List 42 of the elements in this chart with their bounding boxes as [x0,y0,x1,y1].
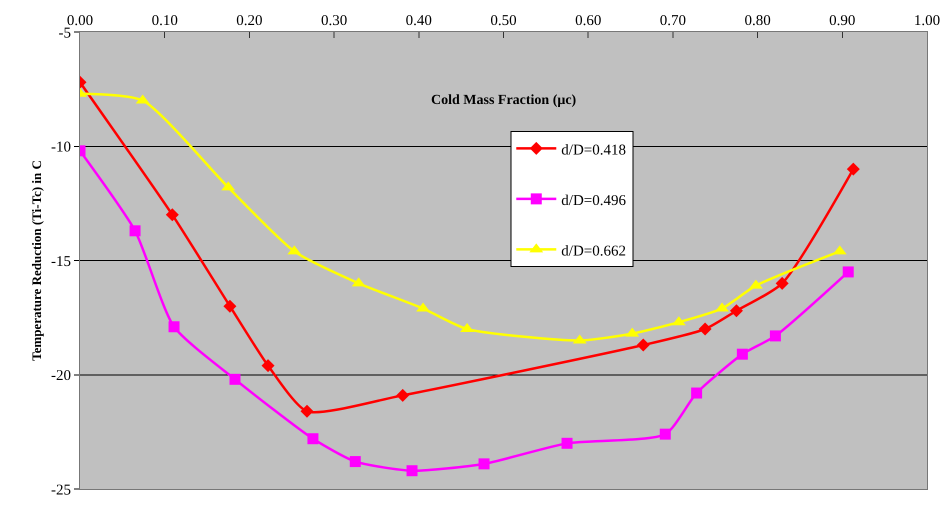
point [300,404,314,418]
point [168,321,180,332]
point [842,266,854,278]
point [660,428,671,440]
y-axis-title: Temperature Reduction (Ti-Tc) in C [28,160,44,361]
legend-label: d/D=0.496 [561,192,626,209]
point [691,388,702,399]
point [230,374,240,385]
point [698,322,712,336]
point [350,456,361,468]
x-tick-label: 0.10 [152,13,178,29]
x-tick-label: 0.60 [575,13,602,29]
x-tick-label: 0.40 [406,13,432,29]
point [166,208,179,222]
point [846,162,860,176]
point [730,304,743,318]
point [406,465,418,476]
point [776,276,789,290]
point [636,338,650,352]
y-tick-label: -20 [51,368,71,384]
legend-label: d/D=0.418 [561,142,626,158]
point [223,300,236,313]
y-tick-label: -10 [51,140,71,156]
point [770,330,781,342]
x-axis-title: Cold Mass Fraction (μc) [431,93,577,108]
x-tick-label: 0.80 [744,13,771,29]
x-tick-label: 1.00 [914,13,940,29]
y-tick-label: -25 [51,482,71,498]
point [130,225,141,236]
point [262,359,275,372]
y-tick-label: -15 [51,254,71,270]
point [736,348,748,360]
point [396,388,410,402]
x-tick-label: 0.70 [660,13,686,29]
x-tick-label: 0.30 [320,13,348,29]
legend-label: d/D=0.662 [561,243,626,260]
point [307,433,318,444]
x-tick-label: 0.50 [490,13,517,29]
point [478,458,490,470]
x-tick-label: 0.20 [236,13,263,29]
point [562,438,573,449]
x-tick-label: 0.90 [829,13,856,29]
